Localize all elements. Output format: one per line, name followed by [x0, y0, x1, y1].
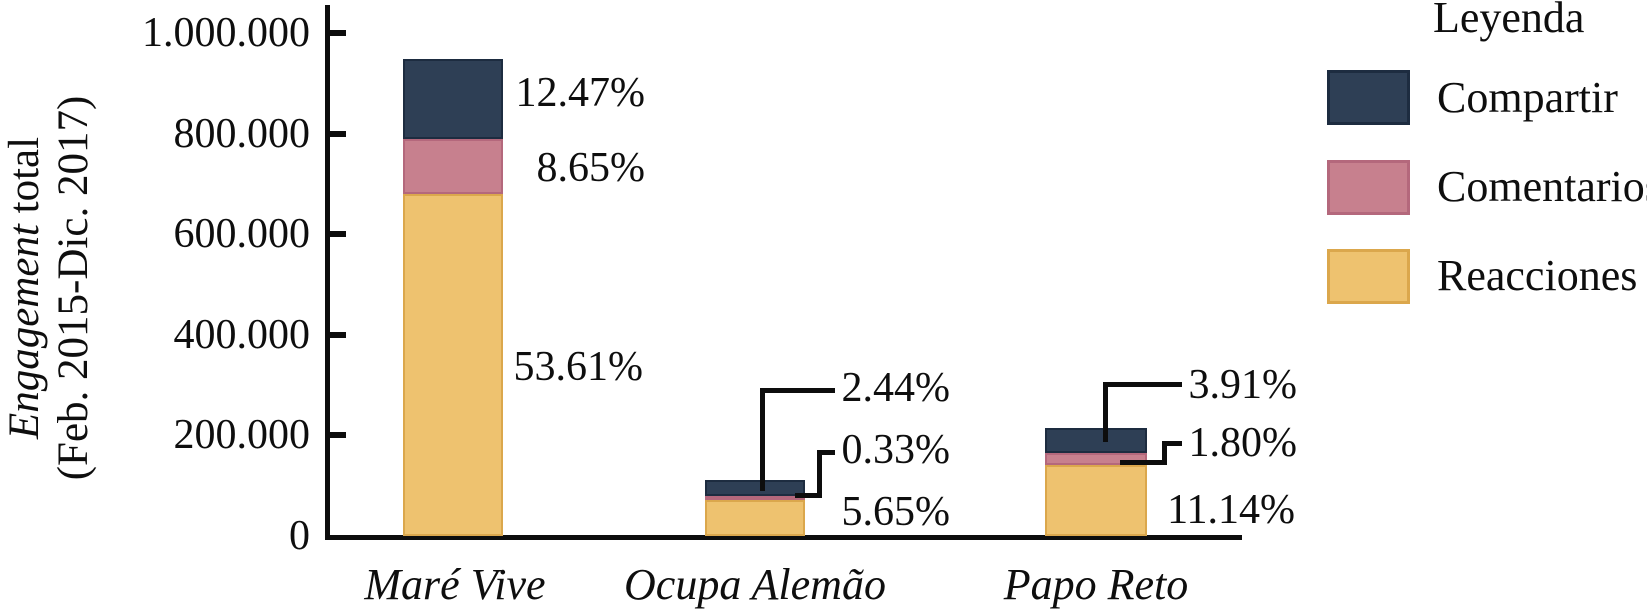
- bar-segment-compartir-2: [705, 480, 805, 496]
- callout-line-ocupa-comentarios-bottom: [795, 493, 822, 498]
- callout-line-papo-comentarios-vertical: [1162, 441, 1167, 465]
- callout-line-papo-compartir-vertical: [1103, 382, 1108, 442]
- bar-segment-reacciones-1: [403, 193, 503, 536]
- category-label-mare-vive: Maré Vive: [364, 560, 546, 609]
- y-axis-tick-mark: [330, 130, 346, 137]
- legend-label-compartir: Compartir: [1437, 73, 1618, 122]
- legend-swatch-comentarios: [1327, 160, 1410, 215]
- y-axis-title-line1: Engagement total: [0, 76, 49, 500]
- y-axis-tick-mark: [330, 331, 346, 338]
- y-axis-tick-label: 800.000: [173, 110, 311, 157]
- y-axis-title-italic: Engagement: [1, 224, 48, 440]
- pct-label-mare-compartir: 12.47%: [515, 70, 646, 116]
- y-axis-tick-label: 600.000: [173, 211, 311, 258]
- bar-segment-comentarios-3: [1045, 453, 1147, 465]
- category-label-papo-reto: Papo Reto: [1003, 560, 1189, 609]
- y-axis-tick-mark: [330, 231, 346, 238]
- y-axis-line: [325, 5, 330, 540]
- callout-line-ocupa-compartir-vertical: [760, 388, 765, 491]
- bar-segment-compartir-1: [403, 58, 503, 139]
- bar-segment-comentarios-2: [705, 495, 805, 500]
- callout-line-papo-comentarios-top: [1162, 441, 1182, 446]
- bar-segment-compartir-3: [1045, 428, 1147, 454]
- pct-label-papo-comentarios: 1.80%: [1188, 420, 1298, 466]
- callout-line-ocupa-comentarios-top: [817, 450, 835, 455]
- x-axis-line: [325, 535, 1242, 540]
- pct-label-papo-reacciones: 11.14%: [1167, 487, 1295, 533]
- callout-line-ocupa-comentarios-vertical: [817, 450, 822, 498]
- callout-line-papo-compartir-horizontal: [1103, 382, 1182, 387]
- y-axis-tick-label: 200.000: [173, 412, 311, 459]
- bar-segment-comentarios-1: [403, 138, 503, 194]
- y-axis-tick-label: 400.000: [173, 311, 311, 358]
- callout-line-ocupa-compartir-horizontal: [760, 388, 835, 393]
- callout-line-papo-comentarios-bottom: [1120, 460, 1167, 465]
- y-axis-tick-label: 0: [289, 513, 310, 559]
- pct-label-mare-comentarios: 8.65%: [536, 145, 646, 191]
- y-axis-tick-mark: [330, 432, 346, 439]
- bar-segment-reacciones-2: [705, 499, 805, 536]
- legend-swatch-compartir: [1327, 70, 1410, 125]
- bar-segment-reacciones-3: [1045, 464, 1147, 536]
- legend-label-reacciones: Reacciones: [1437, 251, 1638, 300]
- y-axis-title-regular: total: [1, 136, 48, 225]
- y-axis-tick-mark: [330, 30, 346, 36]
- pct-label-ocupa-comentarios: 0.33%: [841, 427, 951, 473]
- pct-label-ocupa-reacciones: 5.65%: [841, 489, 951, 535]
- legend-label-comentarios: Comentarios: [1437, 162, 1647, 211]
- category-label-ocupa-alemao: Ocupa Alemão: [624, 560, 886, 609]
- legend-title: Leyenda: [1433, 0, 1585, 42]
- pct-label-papo-compartir: 3.91%: [1188, 362, 1298, 408]
- pct-label-mare-reacciones: 53.61%: [513, 344, 644, 390]
- y-axis-tick-label: 1.000.000: [142, 10, 310, 56]
- pct-label-ocupa-compartir: 2.44%: [841, 365, 951, 411]
- legend-swatch-reacciones: [1327, 249, 1410, 304]
